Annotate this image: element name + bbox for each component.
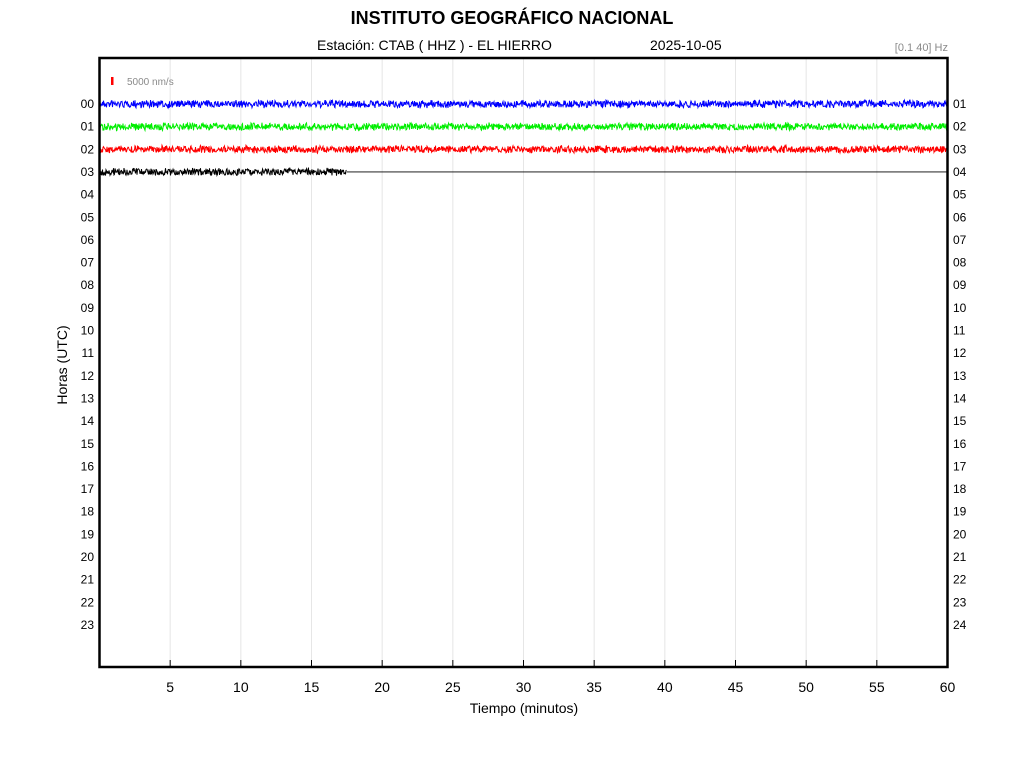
hour-label-left: 00 xyxy=(81,97,95,111)
hour-label-left: 01 xyxy=(81,120,95,134)
hour-label-left: 07 xyxy=(81,256,95,270)
x-tick-label: 40 xyxy=(657,679,673,695)
hour-label-left: 14 xyxy=(81,414,95,428)
hour-label-right: 05 xyxy=(953,188,967,202)
x-tick-label: 55 xyxy=(869,679,885,695)
hour-label-left: 12 xyxy=(81,369,95,383)
hour-label-right: 04 xyxy=(953,165,967,179)
hour-label-left: 17 xyxy=(81,482,95,496)
hour-label-right: 16 xyxy=(953,437,967,451)
seismic-traces xyxy=(99,98,948,178)
hour-label-right: 10 xyxy=(953,301,967,315)
hour-label-left: 04 xyxy=(81,188,95,202)
hour-label-left: 13 xyxy=(81,391,95,405)
trace-hour-03 xyxy=(99,166,347,178)
x-axis-ticks: 5 10 15 20 25 30 35 40 45 50 55 60 xyxy=(166,660,955,695)
hour-labels: 00 01 02 03 04 05 06 07 08 09 10 11 12 13 14 15 16 17 18 19… xyxy=(81,97,967,632)
filter-band-label: [0.1 40] Hz xyxy=(894,42,948,54)
scale-bar xyxy=(111,77,114,85)
hour-label-right: 17 xyxy=(953,459,967,473)
hour-label-right: 11 xyxy=(953,324,966,338)
hour-label-left: 06 xyxy=(81,233,95,247)
x-tick-label: 25 xyxy=(445,679,461,695)
hour-label-left: 19 xyxy=(81,527,95,541)
hour-label-left: 20 xyxy=(81,550,95,564)
plot-frame xyxy=(98,56,949,669)
x-tick-label: 10 xyxy=(233,679,249,695)
hour-label-left: 23 xyxy=(81,618,95,632)
hour-label-left: 10 xyxy=(81,324,95,338)
hour-label-right: 09 xyxy=(953,278,967,292)
hour-label-left: 02 xyxy=(81,142,95,156)
trace-hour-00 xyxy=(99,98,948,110)
station-label: Estación: CTAB ( HHZ ) - EL HIERRO xyxy=(317,37,552,53)
hour-label-right: 21 xyxy=(953,550,967,564)
hour-label-right: 03 xyxy=(953,142,967,156)
hour-label-right: 12 xyxy=(953,346,967,360)
hour-label-right: 08 xyxy=(953,256,967,270)
hour-label-left: 21 xyxy=(81,573,95,587)
x-tick-label: 45 xyxy=(728,679,744,695)
hour-label-left: 11 xyxy=(82,346,95,360)
date-label: 2025-10-05 xyxy=(650,37,722,53)
trace-hour-01 xyxy=(99,121,948,133)
hour-label-left: 16 xyxy=(81,459,95,473)
x-tick-label: 50 xyxy=(798,679,814,695)
hour-label-left: 08 xyxy=(81,278,95,292)
hour-label-left: 22 xyxy=(81,595,95,609)
hour-label-right: 01 xyxy=(953,97,967,111)
hour-label-left: 09 xyxy=(81,301,95,315)
x-tick-label: 30 xyxy=(516,679,532,695)
hour-label-right: 22 xyxy=(953,573,967,587)
x-tick-label: 35 xyxy=(586,679,602,695)
x-axis-label: Tiempo (minutos) xyxy=(469,700,579,716)
hour-label-left: 18 xyxy=(81,505,95,519)
hour-label-left: 15 xyxy=(81,437,95,451)
x-tick-label: 5 xyxy=(166,679,174,695)
hour-label-right: 02 xyxy=(953,120,967,134)
hour-label-right: 15 xyxy=(953,414,967,428)
hour-label-right: 23 xyxy=(953,595,967,609)
hour-label-left: 05 xyxy=(81,210,95,224)
hour-label-right: 07 xyxy=(953,233,967,247)
hour-label-right: 14 xyxy=(953,391,967,405)
hour-label-left: 03 xyxy=(81,165,95,179)
x-tick-label: 20 xyxy=(374,679,390,695)
grid-lines xyxy=(169,58,878,667)
x-tick-label: 60 xyxy=(940,679,956,695)
scale-label: 5000 nm/s xyxy=(127,77,174,88)
hour-label-right: 13 xyxy=(953,369,967,383)
hour-label-right: 06 xyxy=(953,210,967,224)
hour-label-right: 19 xyxy=(953,505,967,519)
hour-label-right: 20 xyxy=(953,527,967,541)
trace-hour-02 xyxy=(99,143,948,155)
chart-title: INSTITUTO GEOGRÁFICO NACIONAL xyxy=(350,8,674,28)
hour-label-right: 24 xyxy=(953,618,967,632)
x-tick-label: 15 xyxy=(304,679,320,695)
hour-label-right: 18 xyxy=(953,482,967,496)
